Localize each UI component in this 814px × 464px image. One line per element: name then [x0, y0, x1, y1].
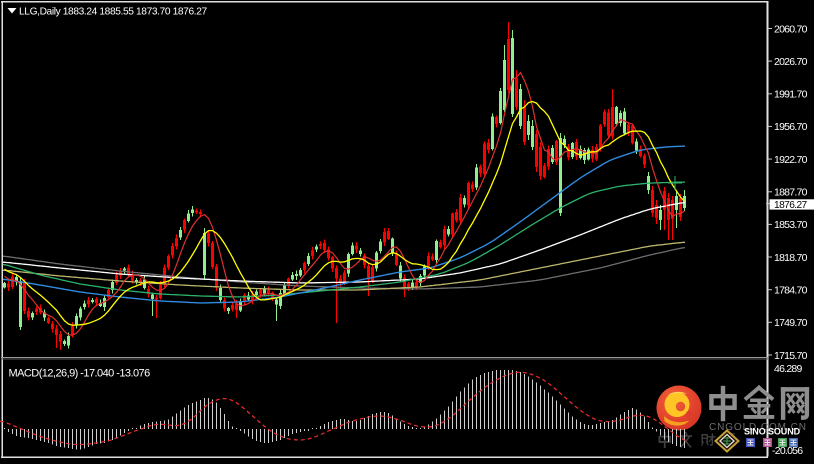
svg-text:LLG,Daily 1883.24 1885.55 187: LLG,Daily 1883.24 1885.55 1873.70 1876.2…	[19, 6, 207, 17]
svg-text:1956.70: 1956.70	[774, 121, 808, 133]
svg-text:2060.70: 2060.70	[774, 23, 808, 35]
svg-text:1715.70: 1715.70	[774, 350, 808, 362]
svg-text:2026.70: 2026.70	[774, 56, 808, 68]
svg-text:46.289: 46.289	[774, 363, 803, 375]
svg-text:1887.70: 1887.70	[774, 187, 808, 199]
svg-text:-20.056: -20.056	[772, 445, 803, 457]
svg-text:1876.27: 1876.27	[774, 200, 808, 211]
svg-text:1922.70: 1922.70	[774, 154, 808, 166]
svg-text:1853.70: 1853.70	[774, 219, 808, 231]
svg-text:1749.70: 1749.70	[774, 317, 808, 329]
svg-text:1784.70: 1784.70	[774, 285, 808, 297]
svg-text:SINO SOUND: SINO SOUND	[744, 427, 801, 437]
svg-text:1991.70: 1991.70	[774, 89, 808, 101]
svg-text:MACD(12,26,9) -17.040 -13.076: MACD(12,26,9) -17.040 -13.076	[9, 368, 151, 380]
svg-text:1818.70: 1818.70	[774, 252, 808, 264]
